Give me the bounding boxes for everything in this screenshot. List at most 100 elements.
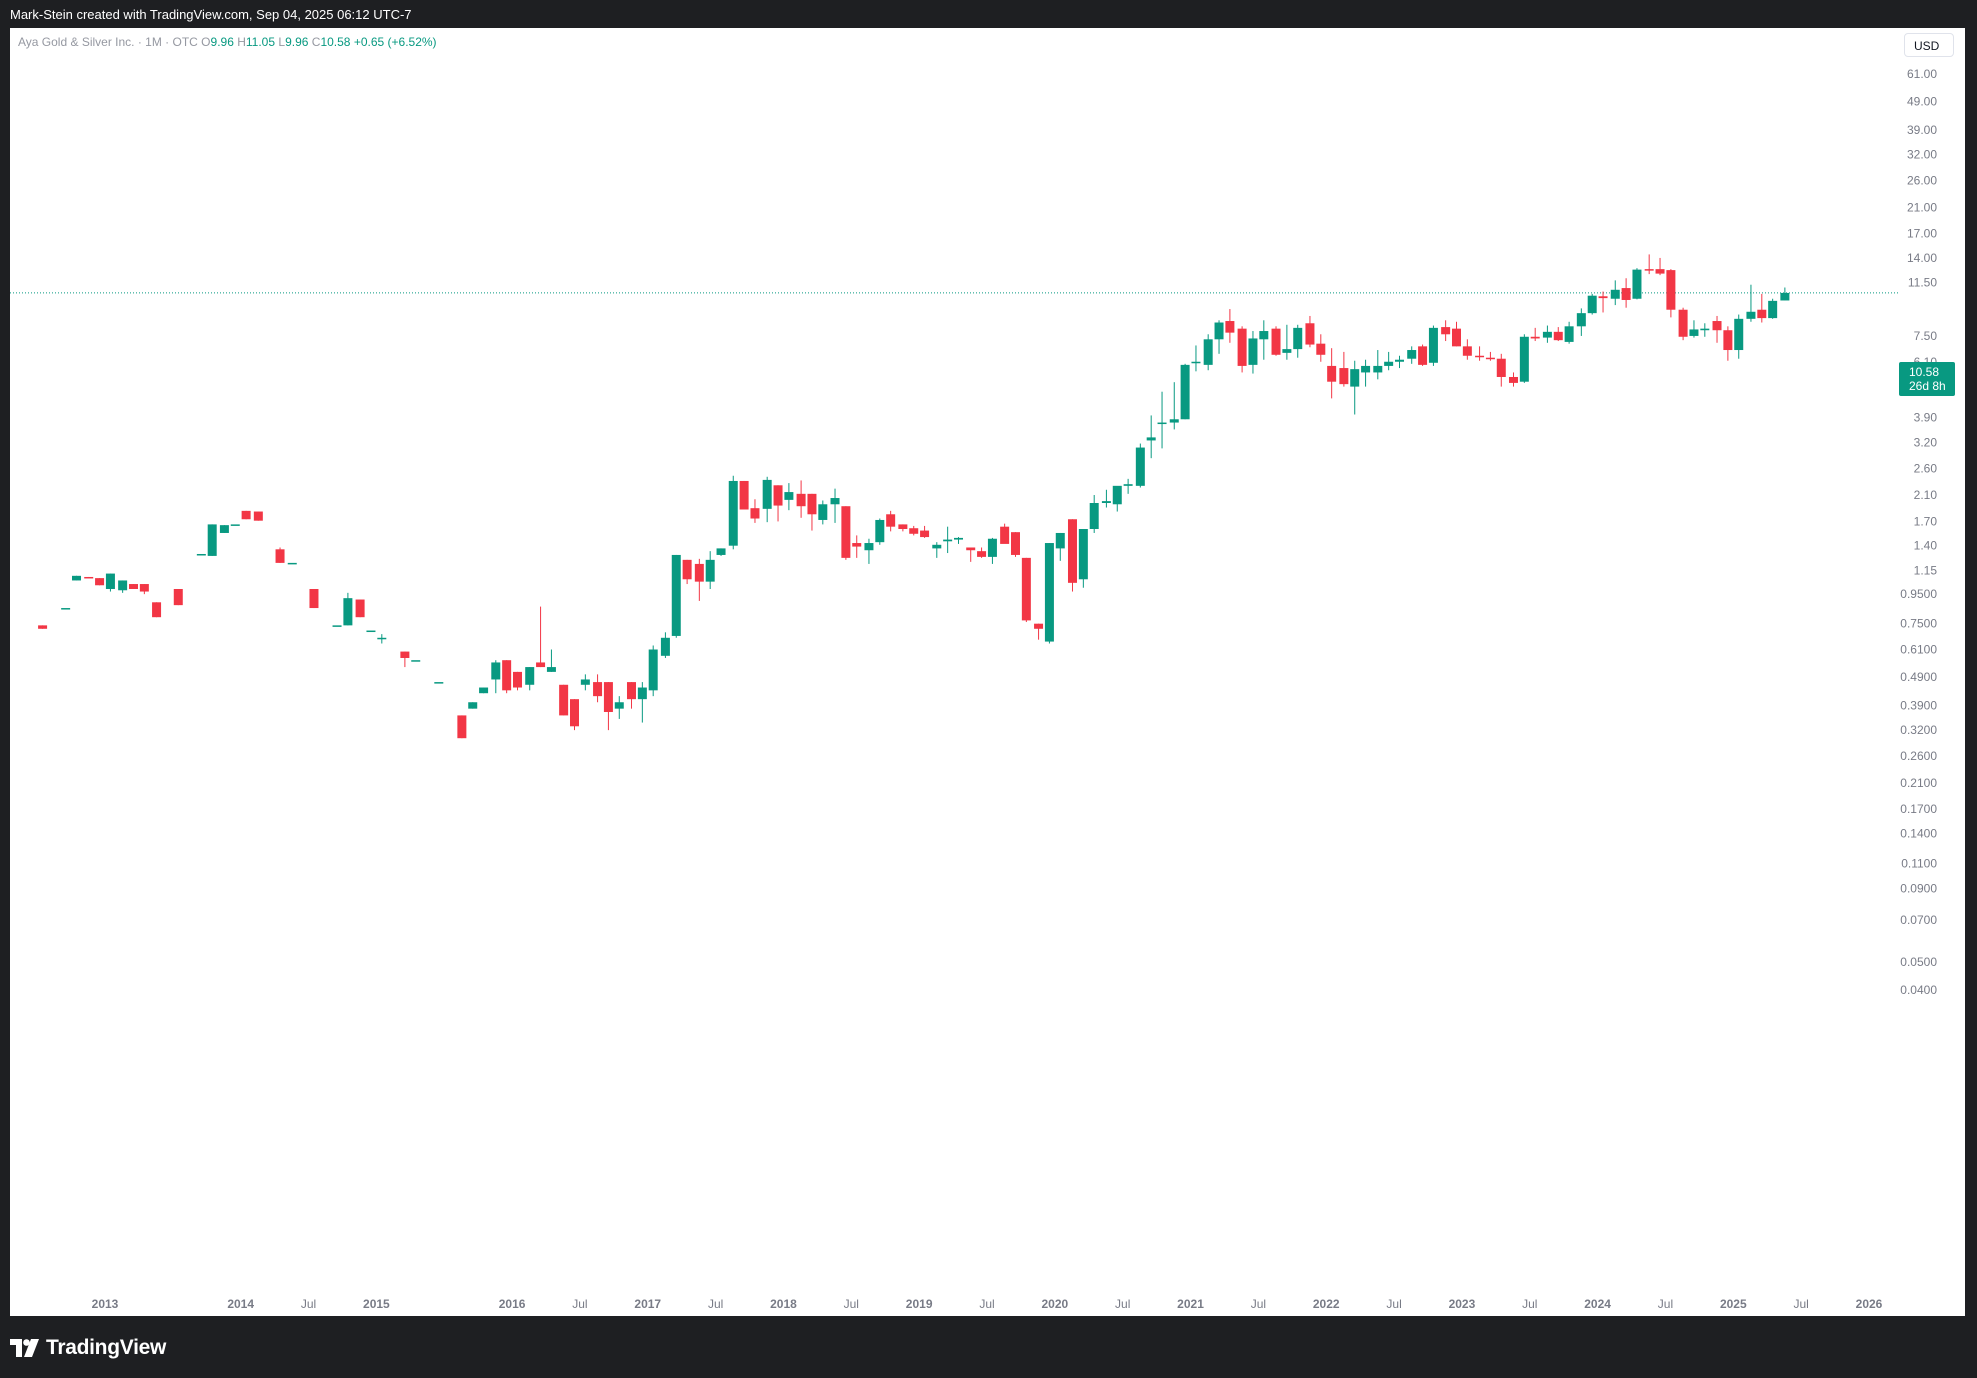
candle: [898, 524, 908, 532]
candle: [457, 715, 467, 739]
candle: [1441, 320, 1451, 342]
candle: [230, 524, 240, 526]
candle-body: [1632, 269, 1642, 299]
candle: [807, 493, 817, 531]
price-tick-label: 26.00: [1907, 174, 1937, 188]
time-tick-label: Jul: [979, 1297, 994, 1311]
time-tick-label: Jul: [708, 1297, 723, 1311]
candle: [95, 578, 105, 586]
time-tick-label: 2024: [1584, 1297, 1611, 1311]
last-price-value: 10.58: [1909, 365, 1940, 379]
candle-body: [1553, 331, 1563, 341]
candle: [1418, 344, 1428, 366]
candle-body: [275, 549, 285, 563]
candle-body: [773, 485, 783, 506]
candle-body: [355, 599, 365, 618]
candle: [1135, 443, 1145, 488]
candle: [1044, 543, 1054, 644]
candle: [1123, 478, 1133, 494]
candle: [593, 674, 603, 703]
candle: [1723, 326, 1733, 361]
candle-body: [1462, 346, 1472, 356]
candle: [1530, 327, 1540, 342]
candle-body: [411, 660, 421, 662]
candle: [818, 500, 828, 525]
candle: [546, 649, 556, 672]
candle: [287, 562, 297, 565]
candle: [1000, 523, 1010, 544]
candle: [536, 606, 546, 668]
price-tick-label: 0.3900: [1900, 698, 1937, 712]
candle-body: [1418, 346, 1428, 365]
candle-body: [909, 528, 919, 534]
candle-body: [72, 575, 82, 581]
candle: [241, 510, 251, 520]
time-tick-label: 2018: [770, 1297, 797, 1311]
candle: [1780, 287, 1790, 301]
tradingview-brand[interactable]: TradingView: [10, 1336, 166, 1360]
candle-body: [1519, 336, 1529, 382]
time-tick-label: Jul: [1115, 1297, 1130, 1311]
candle-body: [1271, 328, 1281, 355]
candle-body: [637, 687, 647, 700]
candle: [932, 542, 942, 558]
time-tick-label: Jul: [1386, 1297, 1401, 1311]
candle-body: [671, 554, 681, 636]
open-label: O: [201, 35, 211, 49]
candle: [875, 518, 885, 545]
candle-body: [943, 539, 953, 542]
candle: [1055, 532, 1065, 561]
candle-body: [230, 524, 240, 526]
chart-canvas[interactable]: 75.0061.0049.0039.0032.0026.0021.0017.00…: [10, 28, 1965, 1316]
currency-button[interactable]: USD: [1904, 33, 1954, 57]
candle: [569, 699, 579, 731]
candle: [1496, 353, 1506, 387]
candle: [1508, 372, 1518, 387]
candle-body: [1508, 376, 1518, 383]
time-tick-label: Jul: [844, 1297, 859, 1311]
candle: [84, 576, 94, 579]
candle-body: [241, 510, 251, 520]
candle-body: [1655, 269, 1665, 274]
price-tick-label: 3.90: [1914, 411, 1938, 425]
candle: [1169, 382, 1179, 430]
candle: [332, 625, 342, 627]
candle: [864, 538, 874, 564]
candle-body: [513, 671, 523, 688]
candle-body: [1780, 292, 1790, 301]
chart-panel[interactable]: 75.0061.0049.0039.0032.0026.0021.0017.00…: [10, 28, 1965, 1316]
candle: [603, 682, 613, 731]
candle: [1157, 391, 1167, 449]
candle-body: [1067, 519, 1077, 583]
candle-body: [1055, 532, 1065, 549]
time-tick-label: Jul: [301, 1297, 316, 1311]
time-tick-label: Jul: [572, 1297, 587, 1311]
candle-body: [614, 702, 624, 709]
candle: [966, 547, 976, 562]
candle-body: [377, 637, 387, 640]
candle-body: [1248, 338, 1258, 365]
candle-body: [1044, 543, 1054, 642]
candle-body: [932, 544, 942, 549]
price-tick-label: 21.00: [1907, 200, 1937, 214]
price-tick-label: 0.1100: [1901, 857, 1937, 871]
candle-body: [694, 563, 704, 582]
price-tick-label: 14.00: [1907, 251, 1937, 265]
candle-body: [1723, 330, 1733, 351]
candles-group: [38, 254, 1790, 739]
candle: [750, 499, 760, 523]
price-tick-label: 39.00: [1907, 123, 1937, 137]
candle-body: [1316, 343, 1326, 355]
price-tick-label: 0.9500: [1900, 587, 1937, 601]
candle-body: [1475, 355, 1485, 358]
candle-body: [1339, 368, 1349, 385]
candle-body: [139, 584, 149, 592]
candle-body: [38, 625, 48, 629]
candle: [1428, 325, 1438, 366]
candle-body: [1666, 270, 1676, 310]
candle-body: [1621, 288, 1631, 300]
candle-body: [366, 630, 376, 633]
time-tick-label: 2026: [1856, 1297, 1883, 1311]
candle: [1339, 351, 1349, 387]
candle: [830, 488, 840, 523]
